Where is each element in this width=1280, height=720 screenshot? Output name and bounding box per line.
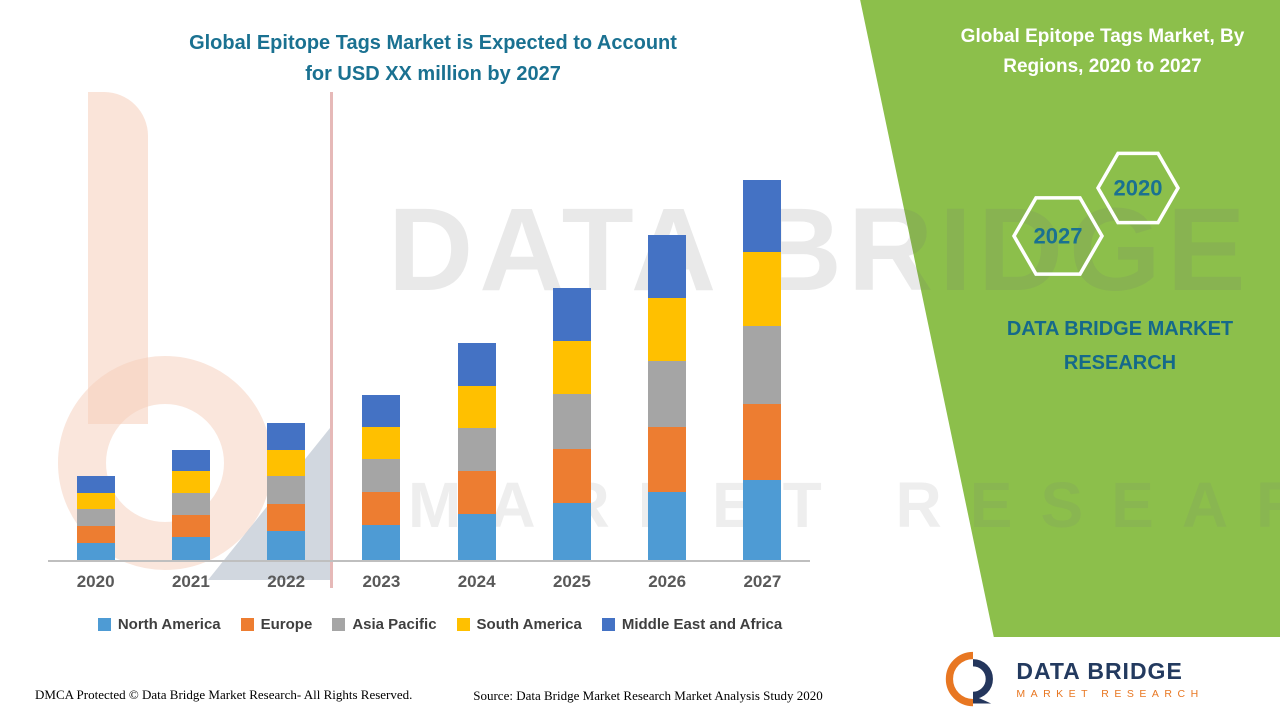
bar-2027 [715,167,810,560]
bar-segment-middle-east-and-africa [267,423,306,450]
bar-segment-north-america [76,542,115,560]
bar-2022 [239,167,334,560]
company-logo-icon [946,651,994,706]
bar-2024 [429,167,524,560]
side-panel-title-line1: Global Epitope Tags Market, By [960,26,1245,47]
x-tick-2026: 2026 [648,572,687,591]
bar-segment-south-america [743,252,782,327]
legend-item-north-america: North America [97,616,221,633]
bar-2025 [524,167,619,560]
hexagon-2020-label: 2020 [1114,176,1163,201]
legend-item-middle-east-and-africa: Middle East and Africa [601,616,783,633]
chart-title: Global Epitope Tags Market is Expected t… [113,28,753,90]
chart-legend: North America Europe Asia Pacific South Ame… [40,616,840,633]
chart-title-line1: Global Epitope Tags Market is Expected t… [189,32,677,54]
bar-segment-middle-east-and-africa [648,235,687,298]
bar-segment-europe [76,525,115,543]
plot-area [48,167,810,562]
x-tick-2024: 2024 [457,572,496,591]
side-panel-title-line2: Regions, 2020 to 2027 [1003,56,1202,78]
bar-segment-asia-pacific [267,476,306,504]
legend-label-south-america: South America [476,616,582,633]
x-tick-2023: 2023 [362,572,401,591]
bar-segment-europe [171,514,210,537]
bar-2023 [334,167,429,560]
bar-segment-europe [267,503,306,532]
bar-segment-north-america [743,480,782,560]
bar-segment-north-america [648,491,687,560]
bar-segment-asia-pacific [76,509,115,526]
hexagon-badges: 2020 2027 [1011,151,1181,276]
bar-segment-europe [457,471,496,515]
x-tick-2022: 2022 [267,572,306,591]
legend-label-europe: Europe [260,616,313,633]
legend-swatch-asia-pacific [332,618,346,631]
bar-segment-asia-pacific [552,394,591,449]
bar-segment-north-america [267,531,306,560]
side-panel-brand: DATA BRIDGE MARKET RESEARCH [950,312,1280,380]
legend-item-asia-pacific: Asia Pacific [332,616,437,633]
hexagon-2020 [1095,151,1181,225]
bar-segment-asia-pacific [362,458,401,492]
hexagon-2027 [1011,196,1105,276]
legend-label-north-america: North America [117,616,221,633]
x-tick-2021: 2021 [171,572,210,591]
company-logo-sub: MARKET RESEARCH [1016,687,1204,700]
legend-swatch-middle-east-and-africa [601,618,615,631]
bar-segment-middle-east-and-africa [457,343,496,386]
bar-segment-middle-east-and-africa [362,394,401,427]
bar-segment-middle-east-and-africa [552,288,591,342]
dmca-notice: DMCA Protected © Data Bridge Market Rese… [35,687,413,702]
legend-item-south-america: South America [456,616,582,633]
bar-segment-south-america [362,426,401,459]
bar-2021 [143,167,238,560]
bar-segment-middle-east-and-africa [171,449,210,472]
bar-segment-south-america [648,297,687,361]
side-panel-brand-line2: RESEARCH [1063,352,1177,374]
legend-swatch-south-america [456,618,470,631]
bar-segment-south-america [171,471,210,493]
hexagon-2027-label: 2027 [1034,224,1083,249]
side-panel-title: Global Epitope Tags Market, By Regions, … [930,22,1275,83]
bar-segment-north-america [457,514,496,560]
bar-segment-europe [743,404,782,481]
source-notice: Source: Data Bridge Market Research Mark… [473,688,823,703]
bar-segment-middle-east-and-africa [743,180,782,253]
bar-segment-north-america [552,503,591,560]
bar-segment-europe [552,448,591,503]
bar-segment-south-america [457,385,496,428]
company-logo: DATA BRIDGE MARKET RESEARCH [868,637,1280,720]
company-logo-text: DATA BRIDGE MARKET RESEARCH [1016,658,1203,700]
bar-2020 [48,167,143,560]
legend-item-europe: Europe [240,616,313,633]
legend-label-asia-pacific: Asia Pacific [352,616,437,633]
bar-segment-south-america [267,449,306,477]
bar-segment-asia-pacific [171,492,210,515]
x-tick-2025: 2025 [552,572,591,591]
bar-segment-europe [362,492,401,526]
legend-swatch-europe [240,618,254,631]
legend-swatch-north-america [97,618,111,631]
company-logo-name: DATA BRIDGE [1016,657,1183,684]
x-axis-labels: 2020 2021 2022 2023 2024 2025 2026 2027 [48,572,810,592]
bar-segment-north-america [362,525,401,560]
x-tick-2027: 2027 [743,572,782,591]
bar-2026 [620,167,715,560]
bar-segment-asia-pacific [743,326,782,405]
bar-segment-south-america [76,492,115,510]
watermark-text-1: DATA BRIDGE [388,184,1252,316]
bar-segment-north-america [171,536,210,560]
bar-segment-europe [648,426,687,492]
bar-segment-asia-pacific [648,360,687,427]
background-logo-line [330,92,333,588]
legend-label-middle-east-and-africa: Middle East and Africa [621,616,783,633]
bar-segment-south-america [552,341,591,395]
x-tick-2020: 2020 [76,572,115,591]
chart-title-line2: for USD XX million by 2027 [305,63,561,85]
bar-segment-asia-pacific [457,427,496,472]
bar-segment-middle-east-and-africa [76,476,115,493]
side-panel-brand-line1: DATA BRIDGE MARKET [1006,318,1234,340]
